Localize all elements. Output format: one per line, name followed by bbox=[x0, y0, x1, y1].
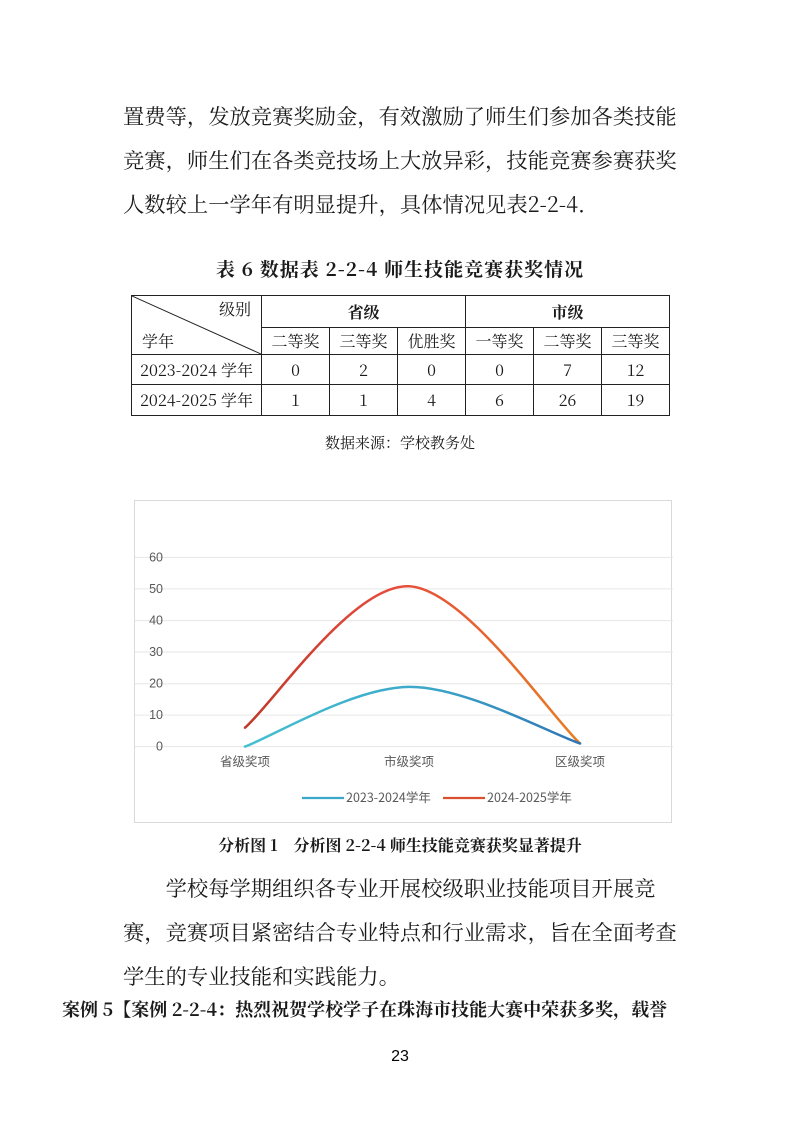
svg-text:10: 10 bbox=[149, 708, 163, 722]
svg-text:2023-2024学年: 2023-2024学年 bbox=[346, 787, 431, 806]
svg-text:30: 30 bbox=[149, 645, 163, 659]
svg-text:40: 40 bbox=[149, 614, 163, 628]
svg-text:60: 60 bbox=[149, 550, 163, 564]
svg-text:2024-2025学年: 2024-2025学年 bbox=[487, 787, 572, 806]
svg-text:0: 0 bbox=[156, 740, 163, 754]
svg-text:50: 50 bbox=[149, 582, 163, 596]
svg-text:市级奖项: 市级奖项 bbox=[384, 751, 434, 770]
svg-text:20: 20 bbox=[149, 677, 163, 691]
svg-text:区级奖项: 区级奖项 bbox=[555, 751, 605, 770]
svg-text:省级奖项: 省级奖项 bbox=[220, 751, 270, 770]
